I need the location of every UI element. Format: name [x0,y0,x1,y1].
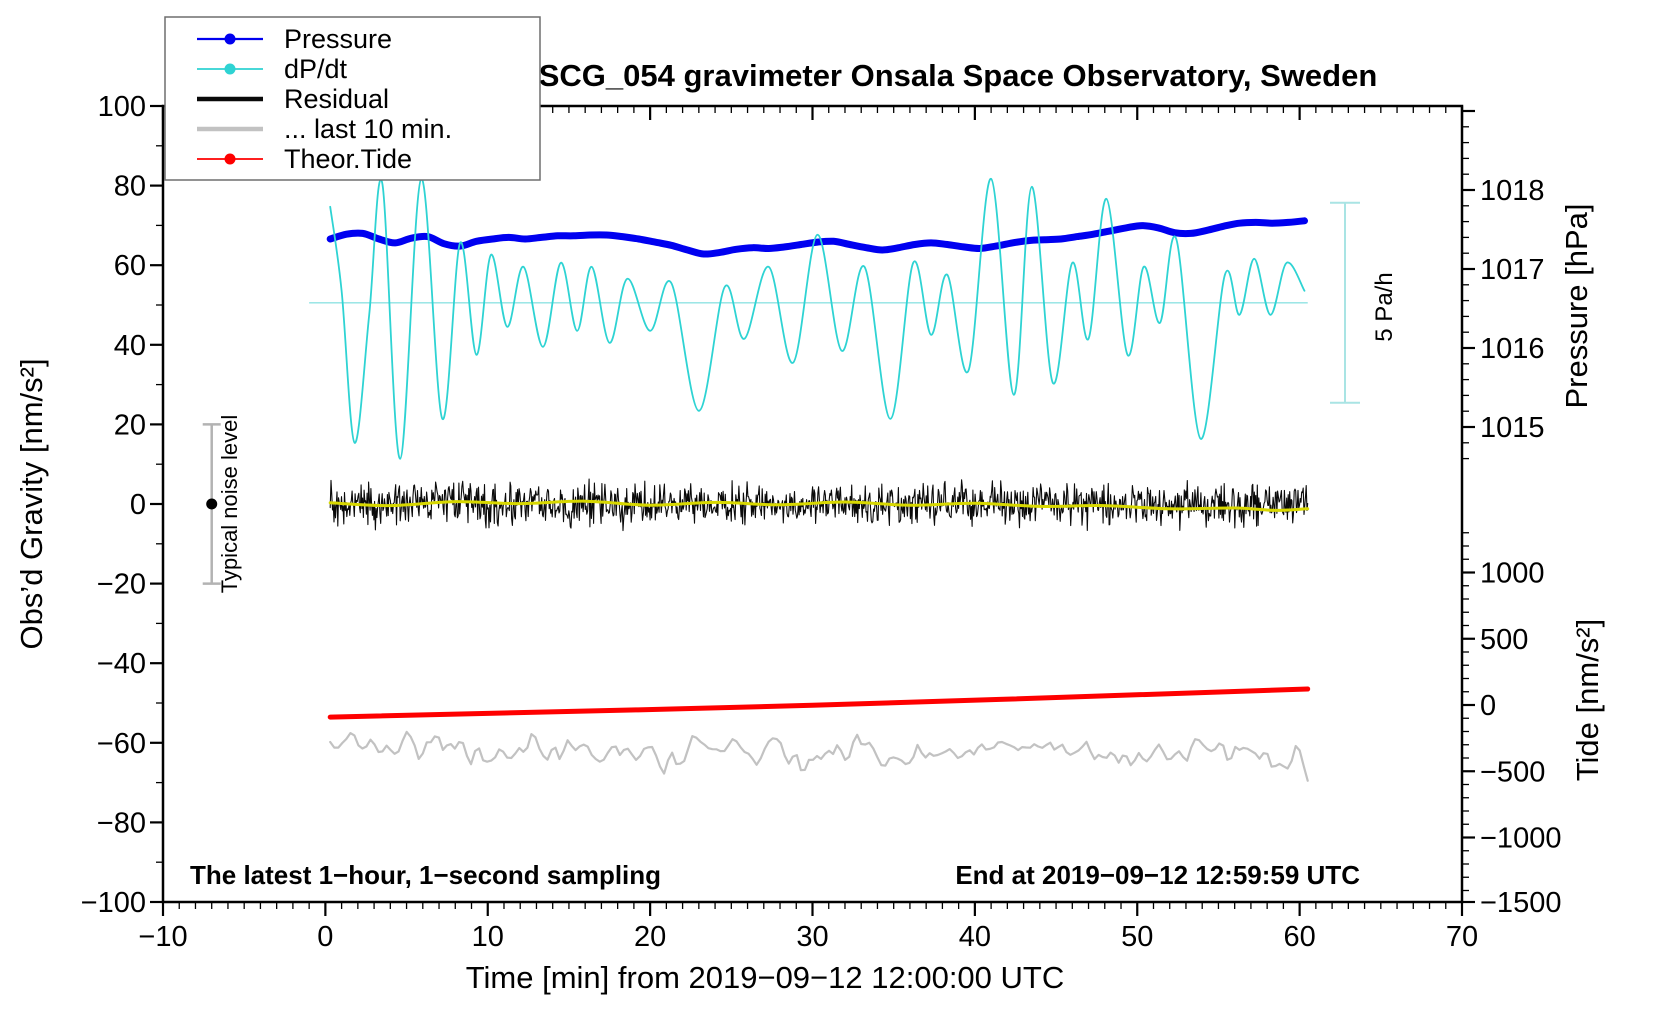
gravity-tick-label: 40 [114,330,146,362]
pressure-dot-sample [224,33,236,45]
gravity-tick-label: −60 [97,728,146,760]
legend-label: Pressure [284,24,392,54]
pressure-tick-label: 1018 [1480,175,1545,207]
last-10-min-series [329,730,1309,782]
x-axis-label: Time [min] from 2019−09−12 12:00:00 UTC [466,960,1065,995]
pressure-tick-label: 1015 [1480,412,1545,444]
chart-title: SCG_054 gravimeter Onsala Space Observat… [539,58,1378,93]
tide-tick-label: −1000 [1480,823,1561,855]
legend-label: ... last 10 min. [284,114,452,144]
x-tick-label: 70 [1446,921,1478,953]
gravity-tick-label: −40 [97,648,146,680]
dpdt-dot-sample [224,63,236,75]
legend-item-residual: Residual [197,84,389,114]
pa-scale-label: 5 Pa/h [1371,272,1398,341]
noise-level-label: Typical noise level [217,415,242,594]
tide-tick-label: 0 [1480,690,1496,722]
legend-item-theor-tide: Theor.Tide [197,144,412,174]
x-tick-label: 10 [472,921,504,953]
legend-item-dpdt: dP/dt [197,54,348,84]
legend-label: Residual [284,84,389,114]
tide-axis-label: Tide [nm/s²] [1570,619,1605,782]
x-tick-label: 20 [634,921,666,953]
x-tick-label: 0 [317,921,333,953]
legend: Pressure dP/dt Residual ... last 10 min. [164,16,541,181]
gravity-tick-label: 20 [114,409,146,441]
note-end-time: End at 2019−09−12 12:59:59 UTC [955,860,1360,890]
gravity-tick-label: 100 [98,91,146,123]
theor-tide-series [327,686,1311,720]
note-sampling: The latest 1−hour, 1−second sampling [190,860,661,890]
residual-smoothed-series [328,499,1310,512]
tide-tick-label: 1000 [1480,558,1545,590]
x-tick-label: 40 [959,921,991,953]
legend-label: dP/dt [284,54,348,84]
dp-dt-series [329,177,1306,460]
gravity-tick-label: −80 [97,807,146,839]
tide-tick-label: 500 [1480,624,1528,656]
pressure-tick-label: 1017 [1480,254,1545,286]
pressure-series [326,217,1308,258]
pa-scale-bar [1330,201,1360,404]
residual-series [329,478,1309,532]
gravity-tick-label: 60 [114,250,146,282]
left-y-axis-label: Obs’d Gravity [nm/s²] [14,358,49,649]
gravity-tick-label: 0 [130,489,146,521]
legend-item-pressure: Pressure [197,24,392,54]
chart-plot-area: −10 0 10 20 30 40 50 60 70100806040200−20−40−60−… [81,91,1562,953]
x-tick-label: 30 [796,921,828,953]
tide-tick-label: −500 [1480,756,1545,788]
x-tick-label: −10 [138,921,187,953]
gravity-tick-label: −100 [81,887,146,919]
gravity-tick-label: −20 [97,569,146,601]
plot-frame [161,104,1464,904]
legend-label: Theor.Tide [284,144,412,174]
x-tick-label: 60 [1283,921,1315,953]
tick-labels: −10 0 10 20 30 40 50 60 70100806040200−20−40−60−… [81,91,1562,953]
legend-item-last10min: ... last 10 min. [197,114,452,144]
theor-tide-dot-sample [224,153,236,165]
pressure-tick-label: 1016 [1480,333,1545,365]
pressure-axis-label: Pressure [hPa] [1559,203,1594,408]
gravity-tick-label: 80 [114,171,146,203]
x-tick-label: 50 [1121,921,1153,953]
tide-tick-label: −1500 [1480,887,1561,919]
noise-bar-dot [206,498,218,510]
